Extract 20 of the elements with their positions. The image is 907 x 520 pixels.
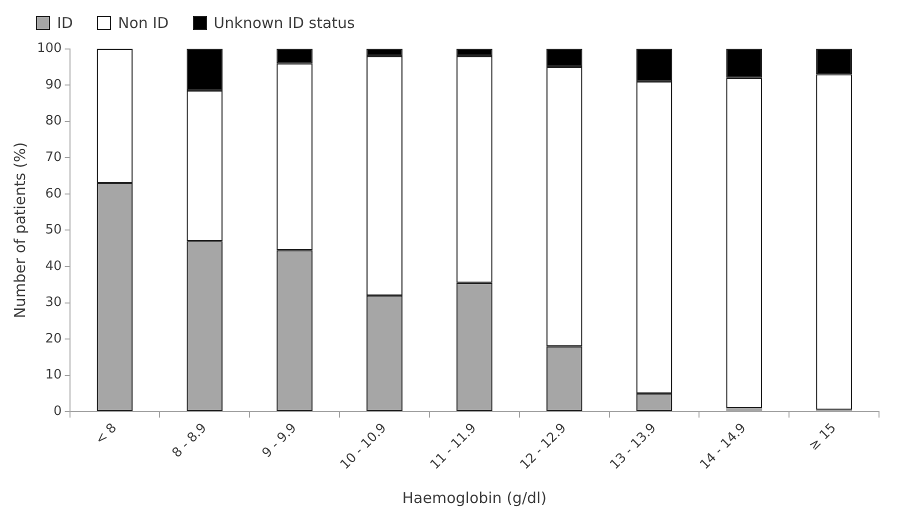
y-tick-label: 20	[45, 331, 62, 346]
series-label: Non ID	[118, 14, 169, 32]
y-tick-label: 0	[54, 404, 62, 420]
x-tick-label: ≥ 15	[806, 420, 840, 454]
y-tick-label: 10	[45, 368, 62, 383]
legend-label: Unknown ID status	[214, 14, 355, 32]
y-tick-label: 60	[45, 186, 62, 202]
x-tick-label: 8 - 8.9	[170, 420, 210, 462]
y-tick-label: 100	[36, 41, 62, 56]
x-tick-label: 9 - 9.9	[260, 420, 300, 462]
x-axis-title: Haemoglobin (g/dl)	[402, 488, 547, 507]
legend-label: ID	[57, 14, 73, 32]
y-tick-label: 30	[45, 295, 62, 310]
x-tick-label: < 8	[92, 420, 120, 448]
y-tick-label: 40	[45, 258, 62, 274]
y-tick-label: 50	[45, 222, 62, 238]
y-tick-label: 70	[45, 150, 62, 166]
y-tick-label: 90	[45, 77, 62, 92]
y-tick-label: 80	[45, 114, 62, 129]
y-axis-title: Number of patients (%)	[10, 142, 29, 318]
